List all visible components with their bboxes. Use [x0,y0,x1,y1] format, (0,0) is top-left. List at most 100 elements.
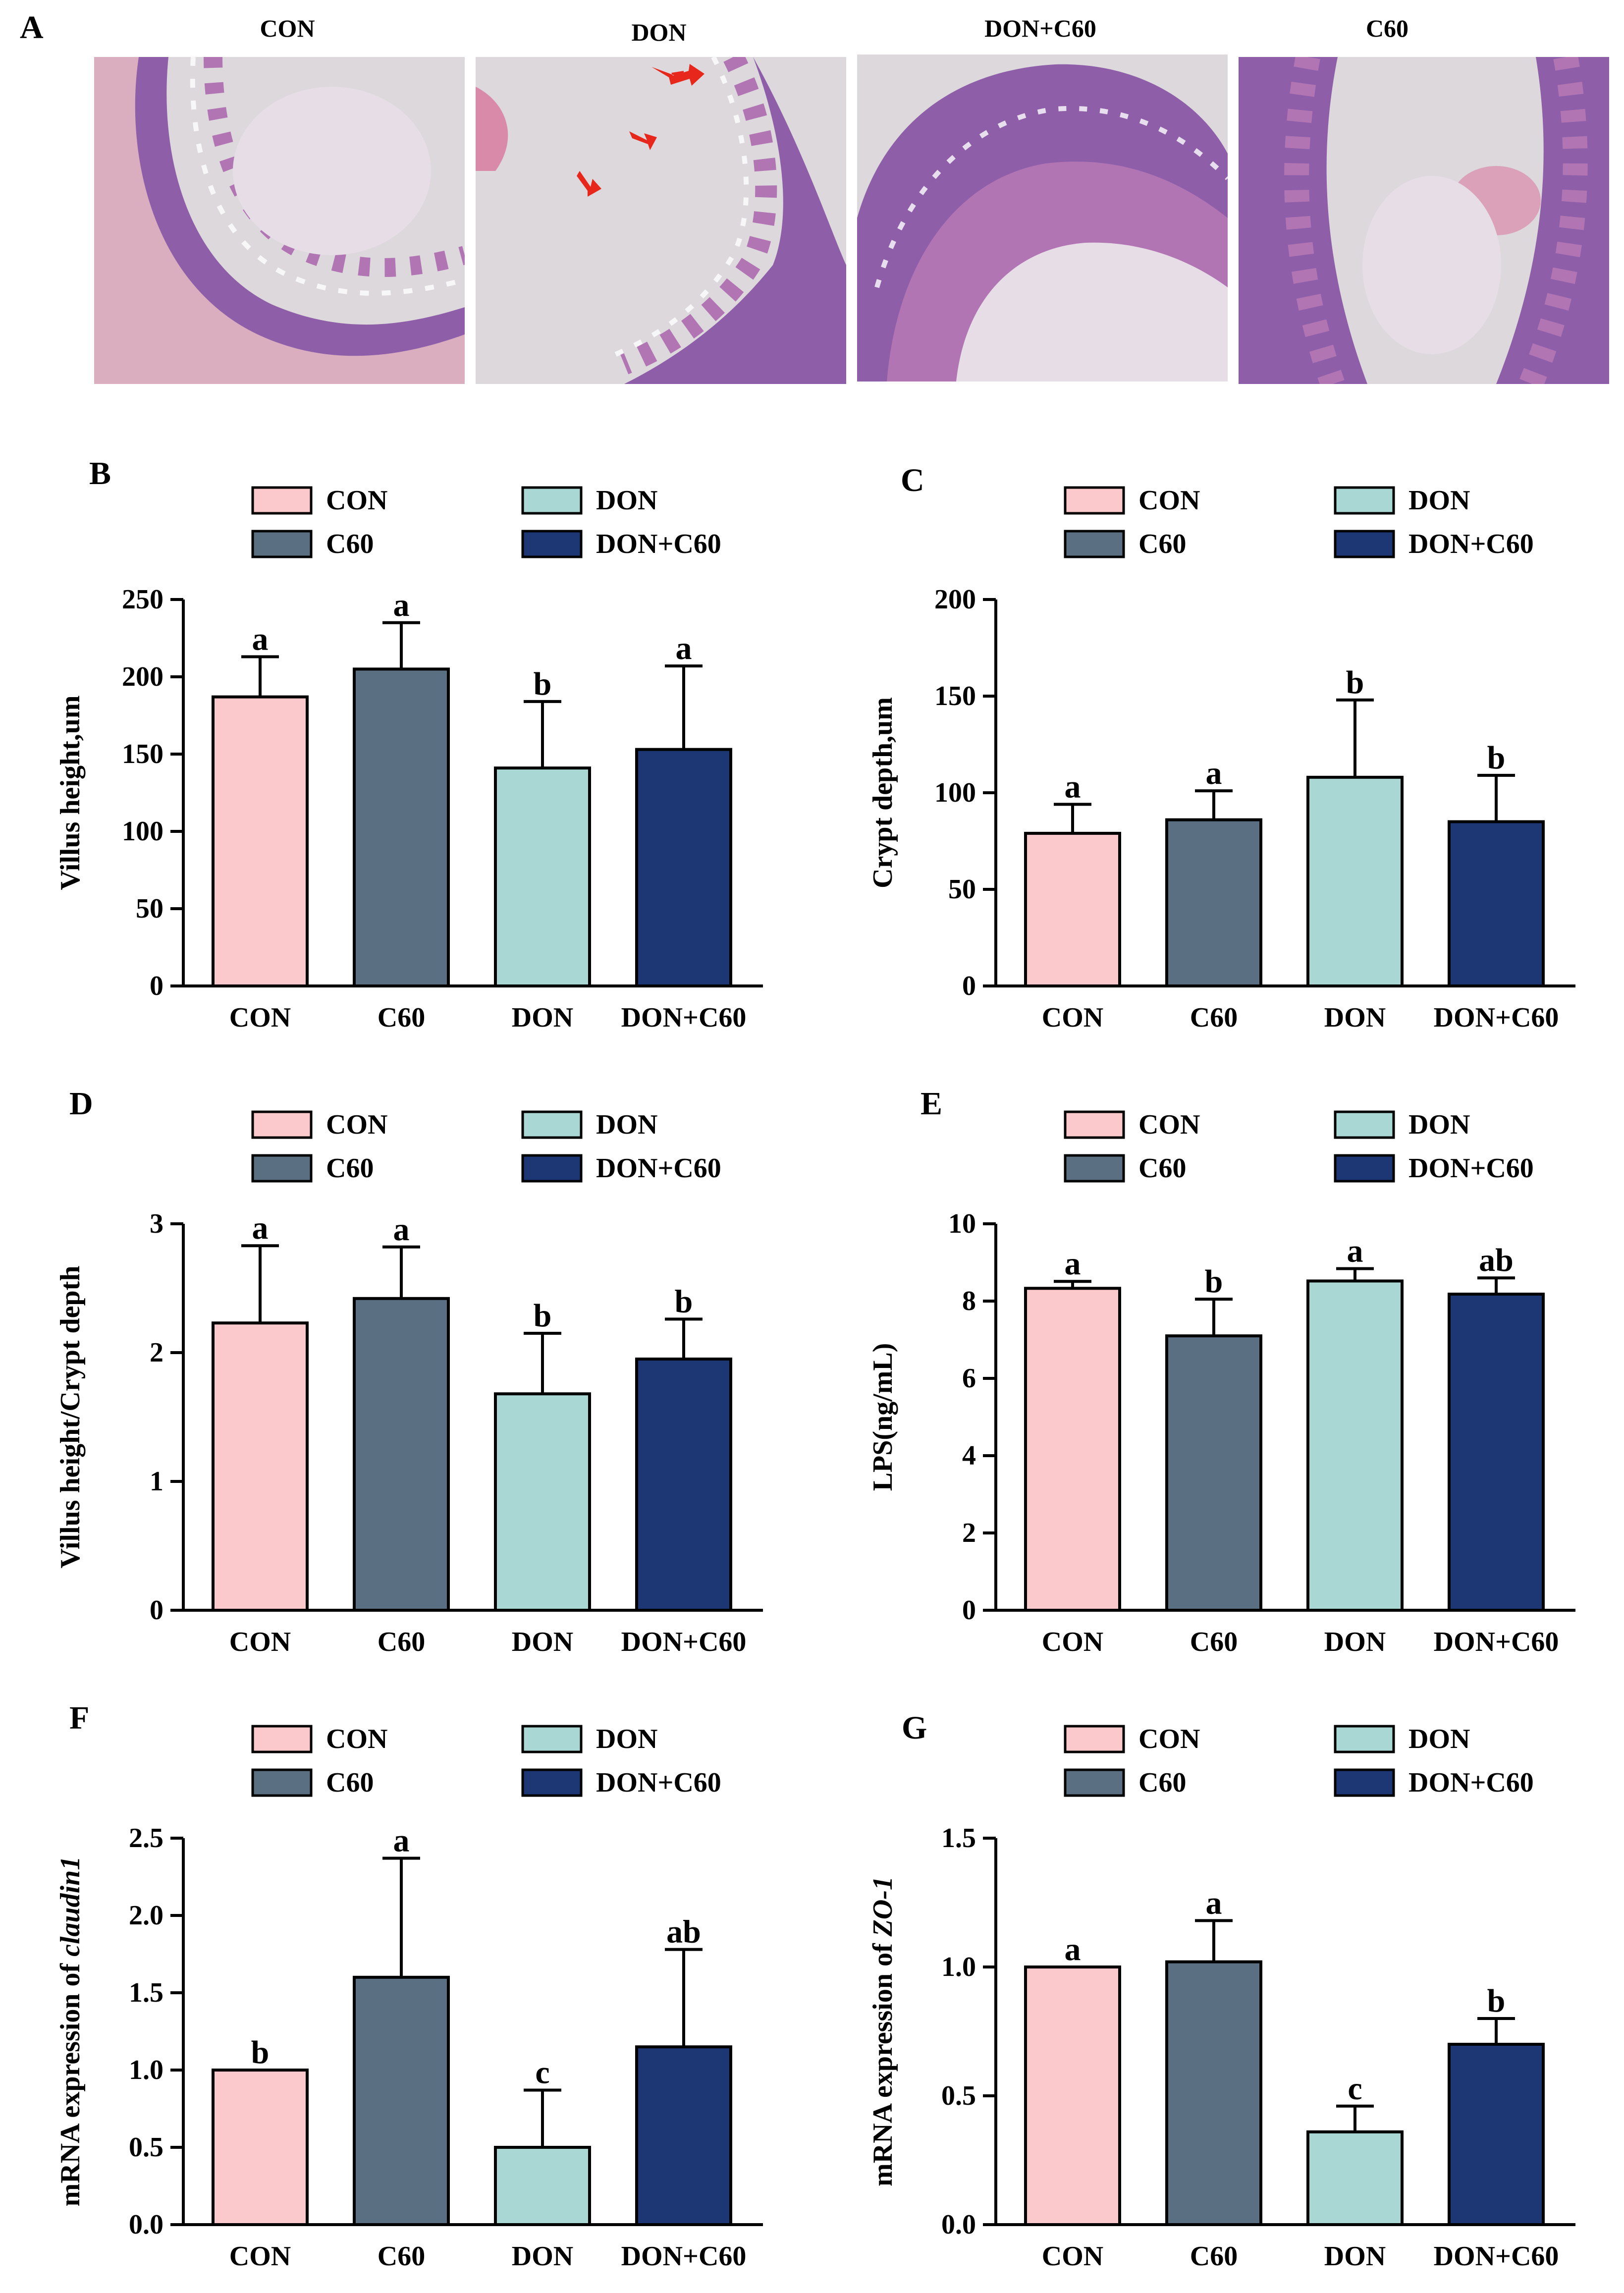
legend-label-don-c60: DON+C60 [1408,1153,1534,1184]
significance-letter-don-c60: b [1487,740,1506,776]
bar-don-c60 [1448,2043,1545,2226]
legend-swatch-don [521,1725,583,1753]
y-axis-label-gene: claudin1 [55,1856,86,1957]
legend-label-don: DON [596,1724,657,1754]
x-tick-label-don-c60: DON+C60 [621,1002,747,1033]
x-tick-label-c60: C60 [1190,2241,1238,2272]
legend-swatch-con [251,486,313,515]
significance-letter-con: a [252,1210,269,1246]
histology-title-c60: C60 [1365,14,1409,42]
x-tick-label-con: CON [229,2241,291,2272]
x-tick-label-con: CON [229,1627,291,1657]
y-tick-label: 2 [962,1518,976,1548]
y-tick-label: 3 [150,1208,163,1239]
y-axis-label-prefix: mRNA expression of [55,1957,86,2207]
legend-label-don: DON [1408,485,1470,516]
y-tick-label: 50 [948,874,976,905]
legend-swatch-con [1064,1725,1125,1753]
x-tick-label-c60: C60 [1190,1627,1238,1657]
y-tick-label: 8 [962,1286,976,1316]
bar-don [1306,2130,1404,2226]
significance-letter-don-c60: a [676,630,692,666]
significance-letter-c60: a [393,587,410,623]
significance-letter-don: c [1348,2071,1362,2107]
significance-letter-c60: a [393,1823,410,1859]
y-tick-label: 1.5 [129,1977,163,2008]
legend-label-c60: C60 [1138,1153,1186,1184]
y-tick-label: 100 [122,816,163,847]
bar-con [212,2069,309,2226]
histology-title-don: DON [631,18,687,46]
y-tick-label: 6 [962,1363,976,1394]
y-axis-label-prefix: mRNA expression of [867,1936,898,2186]
x-tick-label-c60: C60 [378,1627,425,1657]
histology-image-don [476,57,846,384]
bar-con [1024,1965,1121,2226]
x-tick-label-don-c60: DON+C60 [1434,1627,1559,1657]
legend-label-don: DON [1408,1724,1470,1754]
histology-title-don-c60: DON+C60 [984,14,1096,42]
y-tick-label: 0.0 [941,2209,976,2240]
legend-label-con: CON [1138,1109,1200,1140]
significance-letter-don-c60: ab [1479,1242,1514,1278]
legend-swatch-con [251,1725,313,1753]
y-tick-label: 50 [136,893,163,924]
significance-letter-don-c60: b [1487,1983,1506,2019]
significance-letter-don: b [534,1298,552,1334]
chart-villus-height: CON DON C60 DON+C60 0 50 100 150 200 250 Villus he… [55,485,763,1033]
y-tick-label: 1.0 [941,1952,976,1982]
bar-don-c60 [635,748,732,987]
legend-swatch-don [1334,1725,1395,1753]
x-tick-label-don: DON [1324,2241,1386,2272]
x-tick-label-don-c60: DON+C60 [621,2241,747,2272]
y-tick-label: 1.0 [129,2055,163,2085]
significance-letter-c60: a [1206,755,1222,791]
y-tick-label: 0.5 [941,2080,976,2111]
y-axis-label: Villus height/Crypt depth [55,1266,86,1569]
panel-label-c: C [901,462,924,498]
y-tick-label: 10 [948,1208,976,1239]
legend-label-don-c60: DON+C60 [1408,1767,1534,1798]
histology-image-con [94,57,465,384]
legend-swatch-con [1064,1110,1125,1139]
panel-label-f: F [69,1700,90,1736]
x-tick-label-c60: C60 [378,1002,425,1033]
bar-don-c60 [1448,820,1545,987]
legend-swatch-don-c60 [1334,1768,1395,1797]
y-tick-label: 200 [934,584,976,615]
x-tick-label-don-c60: DON+C60 [621,1627,747,1657]
y-tick-label: 150 [122,739,163,769]
y-tick-label: 2.5 [129,1823,163,1854]
panel-label-d: D [69,1086,93,1122]
legend-label-c60: C60 [326,529,374,559]
legend-label-c60: C60 [326,1153,374,1184]
bar-c60 [353,667,450,987]
x-tick-label-don: DON [512,2241,573,2272]
y-axis-label: Crypt depth,um [867,697,898,888]
y-tick-label: 250 [122,584,163,615]
significance-letter-con: a [252,621,269,657]
legend-label-don: DON [596,1109,657,1140]
legend-swatch-c60 [1064,1154,1125,1183]
legend-swatch-don-c60 [521,530,583,558]
legend-label-con: CON [1138,485,1200,516]
chart-villus-crypt-ratio: CON DON C60 DON+C60 0 1 2 3 Villus height/Crypt … [55,1109,763,1657]
y-tick-label: 0 [150,1595,163,1626]
chart-lps: CON DON C60 DON+C60 0 2 4 6 8 10 LPS(ng/mL) a CON b C6… [867,1109,1575,1657]
y-tick-label: 2 [150,1337,163,1368]
x-tick-label-don: DON [512,1627,573,1657]
panel-label-b: B [89,455,111,491]
legend-swatch-don [1334,486,1395,515]
x-tick-label-c60: C60 [1190,1002,1238,1033]
legend-swatch-don [521,1110,583,1139]
y-axis-label-gene: ZO-1 [867,1876,898,1937]
x-tick-label-don: DON [1324,1002,1386,1033]
legend-swatch-c60 [1064,1768,1125,1797]
y-axis-label: mRNA expression of ZO-1 [867,1876,898,2186]
y-tick-label: 100 [934,777,976,808]
significance-letter-c60: a [1206,1885,1222,1921]
x-tick-label-con: CON [229,1002,291,1033]
significance-letter-don: b [534,666,552,702]
bar-don-c60 [635,2045,732,2226]
significance-letter-don-c60: b [675,1283,693,1319]
